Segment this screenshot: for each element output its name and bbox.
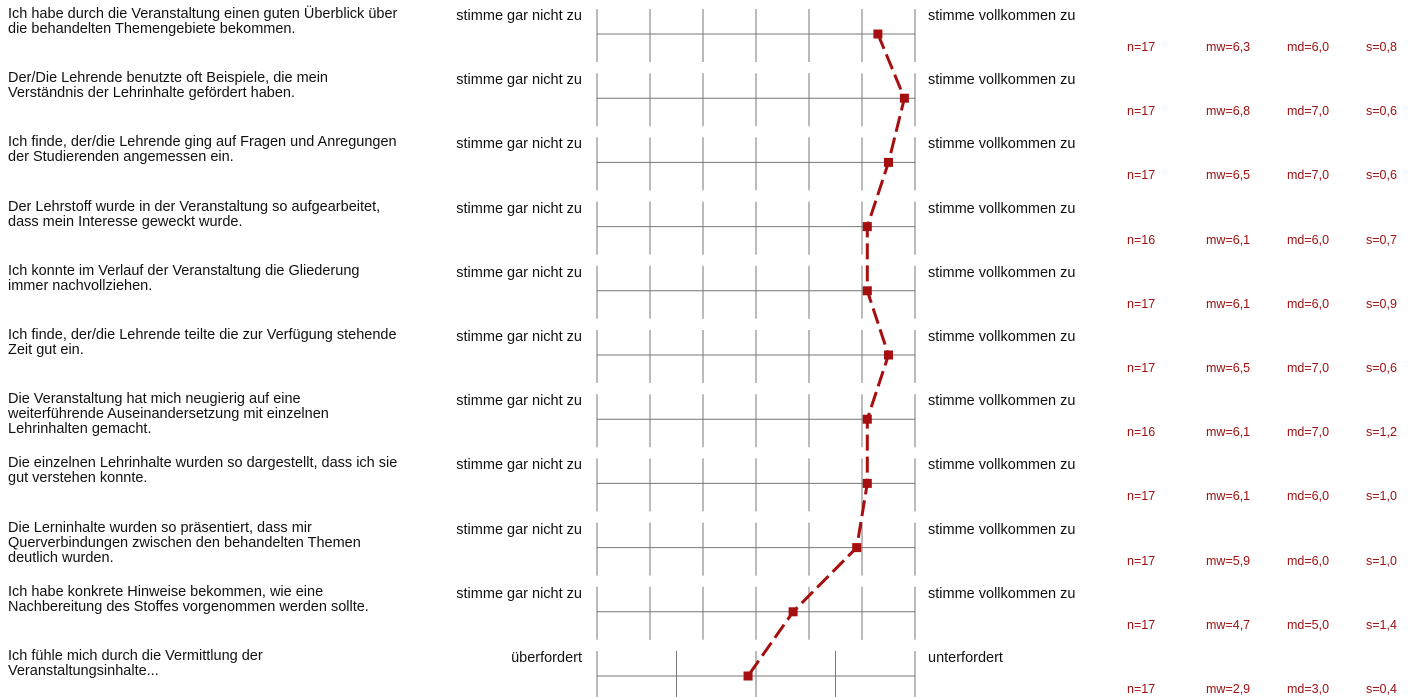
mean-marker — [884, 157, 893, 167]
stat-md: md=6,0 — [1287, 40, 1330, 54]
stat-s: s=0,6 — [1366, 104, 1397, 119]
stat-mw: mw=5,9 — [1206, 553, 1251, 568]
question-text: Ich habe konkrete Hinweise bekommen, wie… — [8, 583, 369, 615]
stat-n: n=17 — [1127, 168, 1156, 183]
scale-left-label: stimme gar nicht zu — [456, 585, 582, 602]
scale-right-label: stimme vollkommen zu — [928, 8, 1076, 24]
stat-mw: mw=6,5 — [1206, 168, 1251, 183]
mean-marker — [899, 93, 909, 103]
stat-s: s=1,4 — [1366, 617, 1397, 632]
stat-md: md=5,0 — [1287, 617, 1330, 632]
question-text: Die einzelnen Lehrinhalte wurden so darg… — [8, 455, 398, 487]
stat-n: n=17 — [1127, 40, 1156, 54]
scale-left-label: stimme gar nicht zu — [456, 136, 582, 153]
scale-left-label: stimme gar nicht zu — [456, 72, 582, 89]
scale-right-label: stimme vollkommen zu — [928, 393, 1076, 410]
scale-left-label: stimme gar nicht zu — [456, 200, 582, 217]
scale-left-label: stimme gar nicht zu — [456, 521, 582, 538]
scale-left-label: stimme gar nicht zu — [456, 457, 582, 474]
stat-n: n=17 — [1127, 553, 1156, 568]
scale-left-label: stimme gar nicht zu — [456, 393, 582, 410]
mean-marker — [852, 543, 862, 553]
scale-right-label: stimme vollkommen zu — [928, 264, 1076, 281]
mean-marker — [788, 607, 798, 617]
stat-md: md=6,0 — [1287, 489, 1330, 504]
stat-md: md=3,0 — [1287, 682, 1330, 696]
mean-marker — [884, 350, 893, 360]
scale-left-label: überfordert — [511, 650, 582, 666]
stat-mw: mw=6,1 — [1206, 489, 1251, 504]
stat-n: n=17 — [1127, 682, 1156, 696]
stat-s: s=0,6 — [1366, 361, 1397, 375]
stat-n: n=16 — [1127, 425, 1156, 440]
mean-marker — [862, 286, 872, 296]
scale-right-label: stimme vollkommen zu — [928, 200, 1076, 217]
question-text: Der/Die Lehrende benutzte oft Beispiele,… — [8, 70, 328, 102]
scale-right-label: stimme vollkommen zu — [928, 585, 1076, 602]
question-text: Der Lehrstoff wurde in der Veranstaltung… — [8, 198, 381, 230]
stat-md: md=6,0 — [1287, 232, 1330, 247]
scale-left-label: stimme gar nicht zu — [456, 264, 582, 281]
stat-mw: mw=4,7 — [1206, 617, 1251, 632]
scale-right-label: stimme vollkommen zu — [928, 72, 1076, 89]
stat-n: n=17 — [1127, 361, 1156, 375]
stat-s: s=1,0 — [1366, 489, 1397, 504]
stat-mw: mw=6,1 — [1206, 296, 1251, 311]
scale-right-label: stimme vollkommen zu — [928, 521, 1076, 538]
scale-left-label: stimme gar nicht zu — [456, 329, 582, 345]
stat-md: md=7,0 — [1287, 425, 1330, 440]
stat-mw: mw=6,8 — [1206, 104, 1251, 119]
stat-md: md=7,0 — [1287, 361, 1330, 375]
stat-s: s=1,0 — [1366, 553, 1397, 568]
stat-n: n=17 — [1127, 489, 1156, 504]
question-text: Die Veranstaltung hat mich neugierig auf… — [8, 391, 329, 438]
scale-right-label: stimme vollkommen zu — [928, 457, 1076, 474]
stat-mw: mw=6,3 — [1206, 40, 1251, 54]
scale-left-label: stimme gar nicht zu — [456, 8, 582, 24]
stat-mw: mw=2,9 — [1206, 682, 1251, 696]
stat-s: s=0,9 — [1366, 296, 1397, 311]
stat-s: s=0,4 — [1366, 682, 1397, 696]
question-text: Ich konnte im Verlauf der Veranstaltung … — [8, 262, 360, 294]
question-text: Ich fühle mich durch die Vermittlung der… — [8, 648, 263, 679]
stat-mw: mw=6,1 — [1206, 425, 1251, 440]
stat-n: n=17 — [1127, 617, 1156, 632]
stat-md: md=6,0 — [1287, 296, 1330, 311]
stat-s: s=1,2 — [1366, 425, 1397, 440]
question-text: Ich finde, der/die Lehrende teilte die z… — [8, 327, 397, 358]
scale-right-label: unterfordert — [928, 650, 1003, 666]
stat-md: md=6,0 — [1287, 553, 1330, 568]
stat-md: md=7,0 — [1287, 168, 1330, 183]
stat-n: n=16 — [1127, 232, 1156, 247]
stat-n: n=17 — [1127, 296, 1156, 311]
stat-n: n=17 — [1127, 104, 1156, 119]
mean-marker — [743, 671, 753, 681]
stat-mw: mw=6,5 — [1206, 361, 1251, 375]
stat-s: s=0,6 — [1366, 168, 1397, 183]
question-text: Die Lerninhalte wurden so präsentiert, d… — [8, 519, 361, 566]
stat-s: s=0,7 — [1366, 232, 1397, 247]
scale-right-label: stimme vollkommen zu — [928, 329, 1076, 345]
question-text: Ich finde, der/die Lehrende ging auf Fra… — [8, 134, 397, 166]
mean-marker — [862, 478, 872, 488]
stat-s: s=0,8 — [1366, 40, 1397, 54]
scale-right-label: stimme vollkommen zu — [928, 136, 1076, 153]
question-text: Ich habe durch die Veranstaltung einen g… — [8, 6, 398, 37]
mean-marker — [862, 222, 872, 232]
stat-md: md=7,0 — [1287, 104, 1330, 119]
mean-marker — [873, 29, 883, 39]
stat-mw: mw=6,1 — [1206, 232, 1251, 247]
mean-marker — [862, 414, 872, 424]
